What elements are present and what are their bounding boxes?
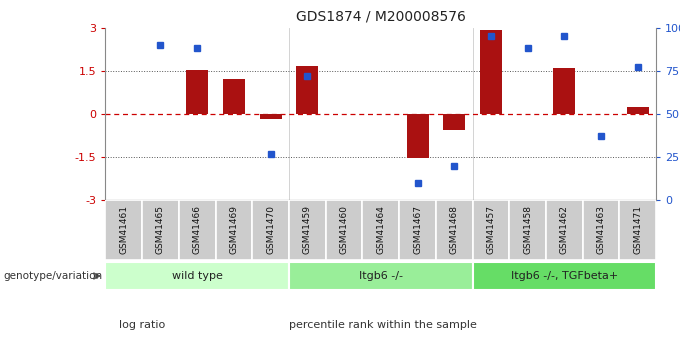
Bar xyxy=(619,200,656,260)
Bar xyxy=(105,262,289,290)
Bar xyxy=(554,68,575,114)
Bar xyxy=(399,200,436,260)
Bar xyxy=(289,262,473,290)
Bar xyxy=(296,66,318,114)
Text: GSM41464: GSM41464 xyxy=(376,205,386,254)
Bar xyxy=(289,200,326,260)
Bar xyxy=(252,200,289,260)
Text: percentile rank within the sample: percentile rank within the sample xyxy=(289,321,477,330)
Bar xyxy=(443,114,465,130)
Text: GSM41460: GSM41460 xyxy=(339,205,349,254)
Bar xyxy=(179,200,216,260)
Bar xyxy=(627,107,649,114)
Bar xyxy=(473,200,509,260)
Bar xyxy=(436,200,473,260)
Bar xyxy=(326,200,362,260)
Text: GSM41466: GSM41466 xyxy=(192,205,202,254)
Text: GSM41467: GSM41467 xyxy=(413,205,422,254)
Text: Itgb6 -/-, TGFbeta+: Itgb6 -/-, TGFbeta+ xyxy=(511,271,618,281)
Bar xyxy=(480,30,502,114)
Text: GSM41465: GSM41465 xyxy=(156,205,165,254)
Text: GSM41459: GSM41459 xyxy=(303,205,312,254)
Bar xyxy=(216,200,252,260)
Text: GSM41462: GSM41462 xyxy=(560,205,569,254)
Bar xyxy=(473,262,656,290)
Title: GDS1874 / M200008576: GDS1874 / M200008576 xyxy=(296,10,466,24)
Text: Itgb6 -/-: Itgb6 -/- xyxy=(359,271,403,281)
Text: GSM41458: GSM41458 xyxy=(523,205,532,254)
Text: genotype/variation: genotype/variation xyxy=(3,271,103,281)
Text: GSM41457: GSM41457 xyxy=(486,205,496,254)
Bar xyxy=(362,200,399,260)
Bar xyxy=(186,70,208,114)
Text: wild type: wild type xyxy=(172,271,222,281)
Text: GSM41461: GSM41461 xyxy=(119,205,129,254)
Text: GSM41469: GSM41469 xyxy=(229,205,239,254)
Bar xyxy=(142,200,179,260)
Bar xyxy=(407,114,428,158)
Bar xyxy=(583,200,619,260)
Bar xyxy=(223,79,245,114)
Text: GSM41471: GSM41471 xyxy=(633,205,643,254)
Bar xyxy=(260,114,282,119)
Text: log ratio: log ratio xyxy=(119,321,165,330)
Bar xyxy=(509,200,546,260)
Text: GSM41463: GSM41463 xyxy=(596,205,606,254)
Text: GSM41470: GSM41470 xyxy=(266,205,275,254)
Bar xyxy=(105,200,142,260)
Text: GSM41468: GSM41468 xyxy=(449,205,459,254)
Bar xyxy=(546,200,583,260)
